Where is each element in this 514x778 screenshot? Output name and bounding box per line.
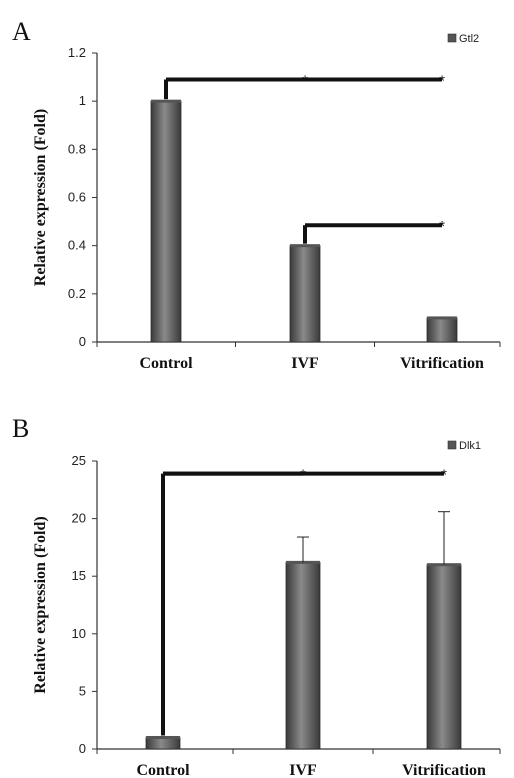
- category-label: Vitrification: [402, 762, 486, 778]
- y-tick-label: 0.8: [68, 141, 86, 156]
- y-tick-label: 10: [72, 626, 86, 641]
- y-tick-label: 25: [72, 453, 86, 468]
- legend-swatch: [447, 33, 457, 43]
- y-axis-label: Relative expression (Fold): [32, 516, 49, 693]
- y-tick-label: 1: [79, 93, 86, 108]
- significance-star: *: [439, 218, 445, 235]
- bar-control: [145, 737, 181, 750]
- bar-control: [150, 100, 182, 343]
- y-tick-label: 15: [72, 568, 86, 583]
- category-label: Control: [136, 762, 190, 778]
- y-axis-label: Relative expression (Fold): [32, 109, 49, 286]
- category-label: Vitrification: [400, 355, 484, 372]
- y-tick-label: 0.4: [68, 238, 86, 253]
- bar-cap: [427, 316, 457, 320]
- y-tick-label: 0: [79, 741, 86, 756]
- panel-letter: A: [12, 17, 31, 46]
- legend-label: Gtl2: [459, 33, 479, 45]
- y-tick-label: 0.6: [68, 190, 86, 205]
- chart-panel-b: B 0 5 10 15 20 25 Relative expression (Fold) Con…: [12, 414, 501, 778]
- bar-cap: [151, 99, 181, 103]
- bar-ivf: [285, 561, 321, 750]
- category-label: IVF: [289, 762, 317, 778]
- legend-swatch: [447, 440, 457, 450]
- legend-label: Dlk1: [459, 440, 481, 452]
- y-tick-label: 0.2: [68, 286, 86, 301]
- bar-cap: [146, 735, 180, 739]
- category-label: IVF: [291, 355, 319, 372]
- y-tick-label: 1.2: [68, 45, 86, 60]
- chart-panel-a: A 0 0.2 0.4 0.6 0.8 1 1.2 Relative expression (F…: [12, 17, 501, 372]
- significance-star: *: [441, 467, 447, 484]
- y-tick-label: 0: [79, 334, 86, 349]
- panel-letter: B: [12, 414, 29, 443]
- significance-star: *: [439, 72, 445, 89]
- bar-cap: [290, 244, 320, 248]
- bar-vitrification: [426, 564, 462, 750]
- y-tick-label: 5: [79, 683, 86, 698]
- bar-vitrification: [426, 317, 458, 343]
- category-label: Control: [139, 355, 193, 372]
- bar-ivf: [289, 245, 321, 343]
- y-tick-label: 20: [72, 511, 86, 526]
